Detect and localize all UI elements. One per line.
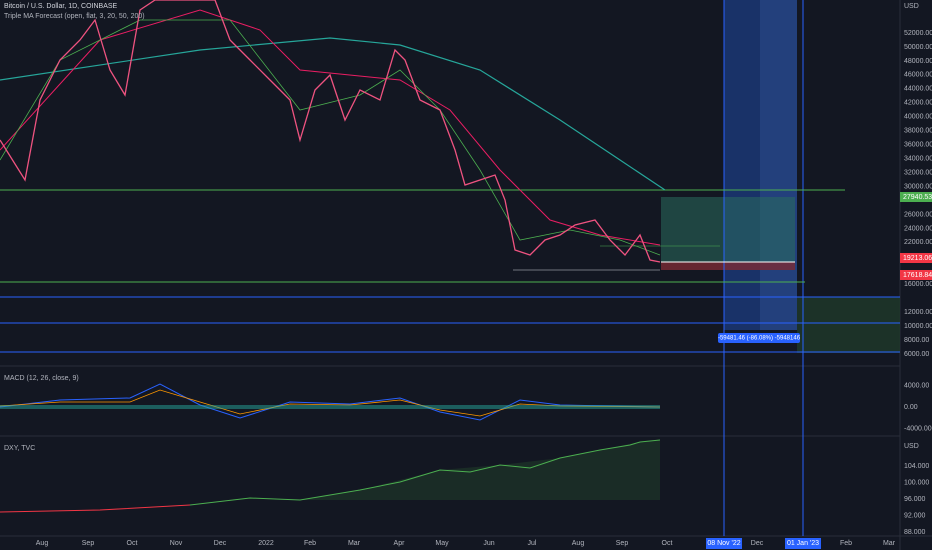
measure-label: -59481.46 (-86.08%) -5948146: [718, 336, 801, 342]
indicator-title: Triple MA Forecast (open, flat, 3, 20, 5…: [4, 13, 145, 20]
symbol-title: Bitcoin / U.S. Dollar, 1D, COINBASE: [4, 3, 118, 10]
price-tick-label: 40000.00: [904, 114, 932, 121]
time-tick-label: 2022: [258, 540, 274, 547]
date-tag-bg: [706, 538, 742, 549]
axis-unit: USD: [904, 3, 919, 10]
macd-line: [0, 383, 661, 421]
price-tick-label: 10000.00: [904, 323, 932, 330]
time-tick-label: Sep: [616, 540, 629, 547]
time-tick-label: Apr: [394, 540, 406, 547]
measure-zone: [797, 297, 900, 353]
price-tick-label: 26000.00: [904, 211, 932, 218]
time-tick-label: Feb: [840, 540, 852, 547]
time-tick-label: Dec: [214, 540, 227, 547]
dxy-tick-label: 104.000: [904, 463, 929, 470]
price-tag-bg: [900, 192, 932, 202]
time-tick-label: Mar: [883, 540, 896, 547]
price-tag-bg: [900, 253, 932, 263]
price-tick-label: 48000.00: [904, 58, 932, 65]
time-tick-label: Mar: [348, 540, 361, 547]
price-tick-label: 12000.00: [904, 309, 932, 316]
dxy-tick-label: 100.000: [904, 479, 929, 486]
price-tick-label: 52000.00: [904, 30, 932, 37]
time-tick-label: Sep: [82, 540, 95, 547]
dxy-tick-label: 96.000: [904, 496, 926, 503]
price-tick-label: 36000.00: [904, 142, 932, 149]
price-tick-label: 44000.00: [904, 86, 932, 93]
price-tick-label: 46000.00: [904, 72, 932, 79]
ma-200: [0, 37, 666, 191]
pane-title: MACD (12, 26, close, 9): [4, 375, 79, 382]
price-tag: 17618.84: [903, 272, 932, 279]
stop-zone: [661, 262, 795, 270]
time-tick-label: 08 Nov '22: [707, 540, 740, 547]
dxy-fill: [190, 440, 660, 500]
time-tick-label: Aug: [572, 540, 585, 547]
time-tick-label: Dec: [751, 540, 764, 547]
macd-tick-label: 0.00: [904, 404, 918, 411]
price-tick-label: 22000.00: [904, 239, 932, 246]
time-tick-label: Oct: [662, 540, 673, 547]
price-tick-label: 34000.00: [904, 155, 932, 162]
price-tick-label: 6000.00: [904, 351, 929, 358]
measure-label-bg: [718, 333, 800, 343]
price-tag-bg: [900, 270, 932, 280]
date-range-shade: [760, 0, 797, 330]
price-tick-label: 42000.00: [904, 100, 932, 107]
time-tick-label: Feb: [304, 540, 316, 547]
time-tick-label: Aug: [36, 540, 49, 547]
pane-title: DXY, TVC: [4, 445, 35, 452]
target-zone: [661, 197, 795, 262]
price-tick-label: 24000.00: [904, 225, 932, 232]
dxy-line: [189, 439, 661, 506]
time-tick-label: Jun: [483, 540, 494, 547]
macd-hist: [0, 405, 660, 409]
price-tick-label: 30000.00: [904, 183, 932, 190]
macd-tick-label: 4000.00: [904, 382, 929, 389]
price-tick-label: 16000.00: [904, 281, 932, 288]
price-tag: 27940.53: [903, 194, 932, 201]
time-tick-label: Jul: [528, 540, 537, 547]
dxy-tick-label: 88.000: [904, 529, 926, 536]
time-tick-label: Oct: [127, 540, 138, 547]
macd-tick-label: -4000.00: [904, 425, 932, 432]
price-tick-label: 38000.00: [904, 128, 932, 135]
axis-unit: USD: [904, 443, 919, 450]
date-tag-bg: [785, 538, 821, 549]
ma-20: [0, 19, 661, 256]
time-tick-label: May: [435, 540, 449, 547]
dxy-line: [0, 504, 191, 513]
time-tick-label: 01 Jan '23: [787, 540, 819, 547]
price-tick-label: 8000.00: [904, 337, 929, 344]
price-tick-label: 50000.00: [904, 44, 932, 51]
price-tag: 19213.06: [903, 255, 932, 262]
time-tick-label: Nov: [170, 540, 183, 547]
price: [0, 0, 661, 263]
price-tick-label: 32000.00: [904, 169, 932, 176]
dxy-tick-label: 92.000: [904, 512, 926, 519]
